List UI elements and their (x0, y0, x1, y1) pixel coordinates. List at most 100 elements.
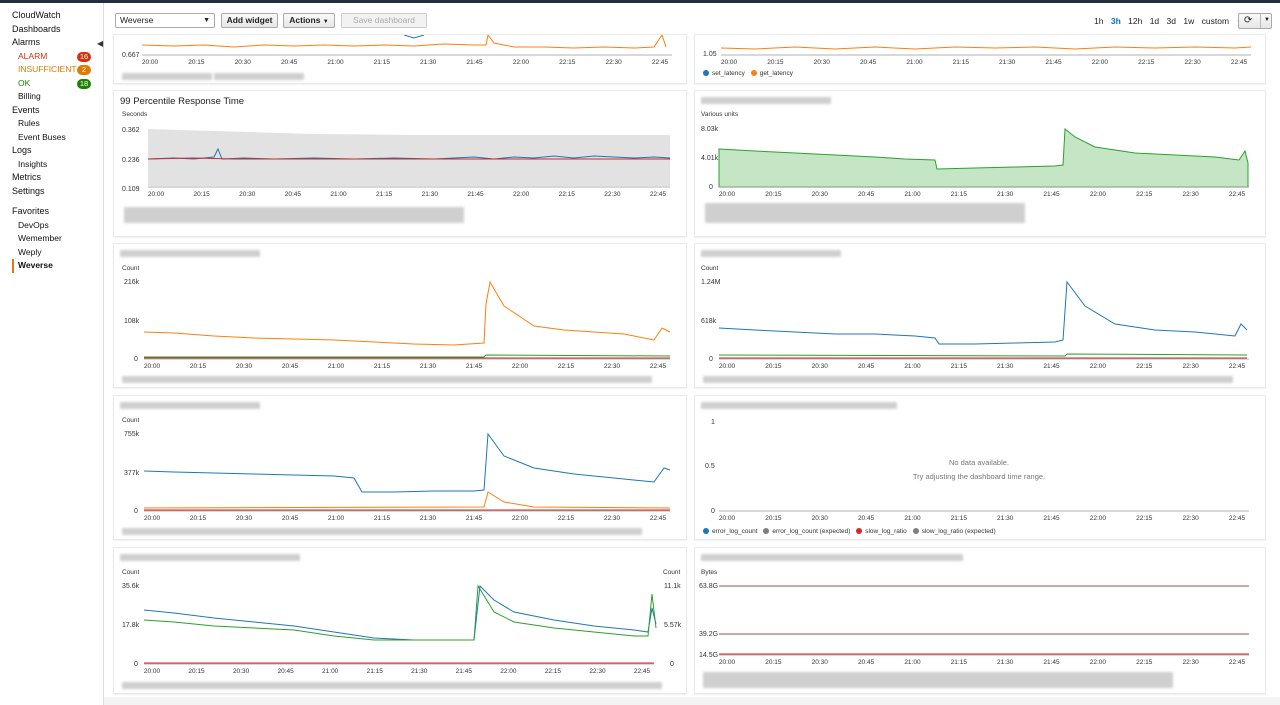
favorite-wemember[interactable]: Wemember (18, 233, 62, 243)
y-tick: 0.236 (122, 157, 140, 164)
collapse-sidebar-icon[interactable]: ◀ (97, 39, 104, 48)
y-tick: 35.6k (122, 583, 140, 590)
x-tick: 21:15 (374, 515, 391, 522)
legend-blurred (122, 73, 212, 80)
y-tick: 1.24M (701, 279, 721, 286)
widget-count-c: Count 755k 377k 0 20:00 20:15 20:30 20:45 21… (113, 395, 687, 540)
nav-cloudwatch[interactable]: CloudWatch (12, 10, 61, 20)
y-axis-unit: Count (122, 417, 140, 424)
chart-p99: 0.362 0.236 0.109 20:00 20:15 20:30 20:45 21… (122, 127, 671, 198)
x-tick: 21:45 (1045, 59, 1062, 66)
x-tick: 21:00 (906, 59, 923, 66)
x-axis-ticks: 20:00 20:15 20:30 20:45 21:00 21:15 21:30 21:45… (144, 668, 651, 675)
x-tick: 20:00 (719, 515, 736, 522)
x-tick: 21:45 (1043, 191, 1060, 198)
x-tick: 20:45 (282, 363, 299, 370)
x-tick: 22:30 (604, 515, 621, 522)
x-tick: 22:15 (558, 515, 575, 522)
save-dashboard-button[interactable]: Save dashboard (341, 13, 427, 28)
x-tick: 22:45 (1229, 659, 1246, 666)
favorite-devops[interactable]: DevOps (18, 219, 49, 230)
series-line (147, 157, 670, 160)
widget-count-b: Count 1.24M 618k 0 20:00 20:15 20:30 20:45 2… (694, 243, 1266, 388)
nav-event-buses[interactable]: Event Buses (18, 131, 66, 142)
x-tick: 22:00 (512, 363, 529, 370)
top-bar (0, 0, 1280, 3)
nav-events[interactable]: Events (12, 104, 40, 115)
nav-alarm-state-alarm[interactable]: ALARM 16 (12, 50, 103, 64)
range-3d[interactable]: 3d (1166, 16, 1177, 26)
x-tick: 22:30 (605, 59, 622, 66)
range-1d[interactable]: 1d (1149, 16, 1160, 26)
x-tick: 20:30 (236, 363, 253, 370)
x-tick: 22:00 (513, 59, 530, 66)
nav-dashboards[interactable]: Dashboards (12, 23, 61, 34)
x-tick: 20:15 (188, 59, 205, 66)
y-tick: 4.01k (701, 155, 719, 162)
dashboard-select[interactable]: Weverse ▼ (115, 13, 215, 28)
x-tick: 22:00 (1090, 191, 1107, 198)
legend: set_latency get_latency (699, 70, 793, 77)
legend-blurred (124, 207, 464, 223)
x-tick: 20:45 (858, 515, 875, 522)
x-tick: 21:00 (904, 363, 921, 370)
nav-alarm-state-ok[interactable]: OK 18 (12, 77, 103, 91)
chart-count-a: 216k 108k 0 20:00 20:15 20:30 20:45 21:00 21:… (124, 279, 671, 370)
x-axis-ticks: 20:00 20:15 20:30 20:45 21:00 21:15 21:30 21:45… (142, 59, 669, 66)
range-3h[interactable]: 3h (1110, 16, 1121, 26)
x-tick: 20:45 (858, 659, 875, 666)
nav-logs[interactable]: Logs (12, 145, 32, 155)
x-tick: 22:45 (650, 363, 667, 370)
nav-settings[interactable]: Settings (12, 185, 45, 196)
x-tick: 22:00 (1090, 659, 1107, 666)
x-tick: 21:45 (456, 668, 473, 675)
actions-button[interactable]: Actions ▼ (283, 13, 335, 28)
x-tick: 22:30 (1184, 59, 1201, 66)
x-tick: 21:00 (327, 59, 344, 66)
nav-insights[interactable]: Insights (18, 158, 48, 169)
x-tick: 21:45 (467, 191, 484, 198)
series-line (143, 491, 671, 509)
range-1w[interactable]: 1w (1183, 16, 1195, 26)
x-tick: 21:30 (999, 59, 1016, 66)
nav-billing[interactable]: Billing (18, 91, 41, 101)
x-tick: 20:15 (767, 59, 784, 66)
series-line (718, 280, 1248, 345)
add-widget-button[interactable]: Add widget (221, 13, 278, 28)
y-axis-unit: Bytes (701, 569, 718, 576)
x-tick: 20:15 (193, 191, 210, 198)
range-12h[interactable]: 12h (1128, 16, 1143, 26)
chevron-down-icon: ▼ (1264, 17, 1270, 23)
x-tick: 21:45 (1043, 659, 1060, 666)
series-line (141, 35, 667, 49)
nav-alarm-state-insufficient[interactable]: INSUFFICIENT 2 (12, 63, 103, 77)
nav-rules[interactable]: Rules (18, 118, 40, 128)
y-axis-unit-left: Count (122, 569, 140, 576)
widget-title-blurred (701, 554, 963, 561)
x-tick: 22:30 (1182, 191, 1199, 198)
x-tick: 22:15 (559, 59, 576, 66)
range-1h[interactable]: 1h (1094, 16, 1104, 26)
x-axis-ticks: 20:00 20:15 20:30 20:45 21:00 21:15 21:30 21:45… (144, 363, 667, 370)
x-tick: 22:15 (545, 668, 562, 675)
favorite-weply[interactable]: Weply (18, 246, 42, 257)
y-tick: 1.05 (703, 51, 717, 58)
favorite-weverse[interactable]: Weverse (12, 259, 103, 273)
x-tick: 20:00 (719, 659, 736, 666)
nav-alarms[interactable]: Alarms (12, 37, 41, 47)
x-tick: 20:15 (188, 668, 205, 675)
series-line (403, 35, 425, 39)
caret-down-icon: ▼ (322, 19, 329, 25)
x-tick: 20:15 (765, 191, 782, 198)
x-tick: 22:30 (604, 191, 621, 198)
legend: error_log_count error_log_count (expecte… (699, 528, 996, 535)
x-tick: 20:00 (144, 363, 161, 370)
x-tick: 22:30 (604, 363, 621, 370)
sidebar: ◀ CloudWatch Dashboards Alarms ALARM 16 I… (0, 3, 104, 705)
x-tick: 21:30 (997, 515, 1014, 522)
nav-metrics[interactable]: Metrics (12, 172, 41, 182)
legend-blurred (122, 376, 652, 383)
y-tick: 377k (124, 470, 140, 477)
refresh-button[interactable]: ⟳ ▼ (1238, 13, 1272, 29)
legend-blurred (703, 376, 1233, 383)
